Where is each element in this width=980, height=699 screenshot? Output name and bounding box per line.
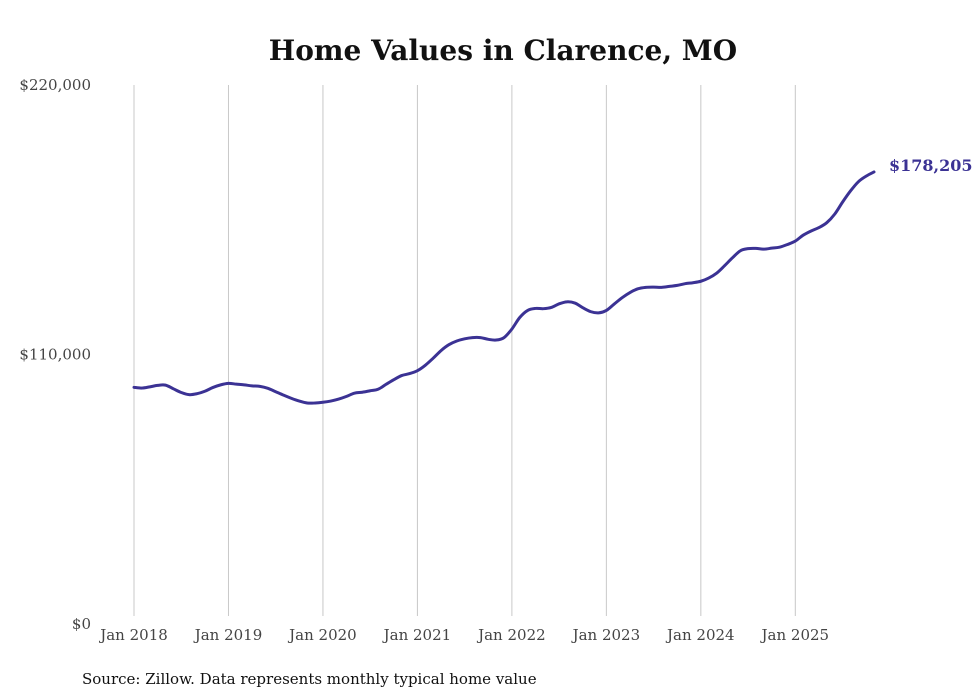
x-tick-label-6: Jan 2024	[665, 626, 735, 644]
x-tick-label-3: Jan 2021	[382, 626, 452, 644]
series-layer: $178,205	[132, 156, 973, 405]
end-value-label-0: $178,205	[889, 156, 973, 175]
x-tick-label-7: Jan 2025	[760, 626, 830, 644]
chart-title: Home Values in Clarence, MO	[269, 34, 737, 67]
x-tick-label-2: Jan 2020	[287, 626, 357, 644]
series-line-0	[132, 170, 876, 405]
y-tick-label-0: $0	[72, 615, 91, 633]
x-tick-label-4: Jan 2022	[476, 626, 546, 644]
x-axis-tick-labels: Jan 2018 Jan 2019 Jan 2020 Jan 2021 Jan 2022…	[98, 626, 829, 644]
y-tick-label-2: $220,000	[19, 76, 91, 94]
y-tick-label-1: $110,000	[19, 346, 91, 364]
source-note: Source: Zillow. Data represents monthly …	[82, 670, 537, 688]
vertical-gridlines	[133, 85, 796, 616]
x-tick-label-1: Jan 2019	[193, 626, 263, 644]
x-tick-label-0: Jan 2018	[98, 626, 168, 644]
x-tick-label-5: Jan 2023	[571, 626, 641, 644]
y-axis-tick-labels: $0 $110,000 $220,000	[19, 76, 91, 633]
